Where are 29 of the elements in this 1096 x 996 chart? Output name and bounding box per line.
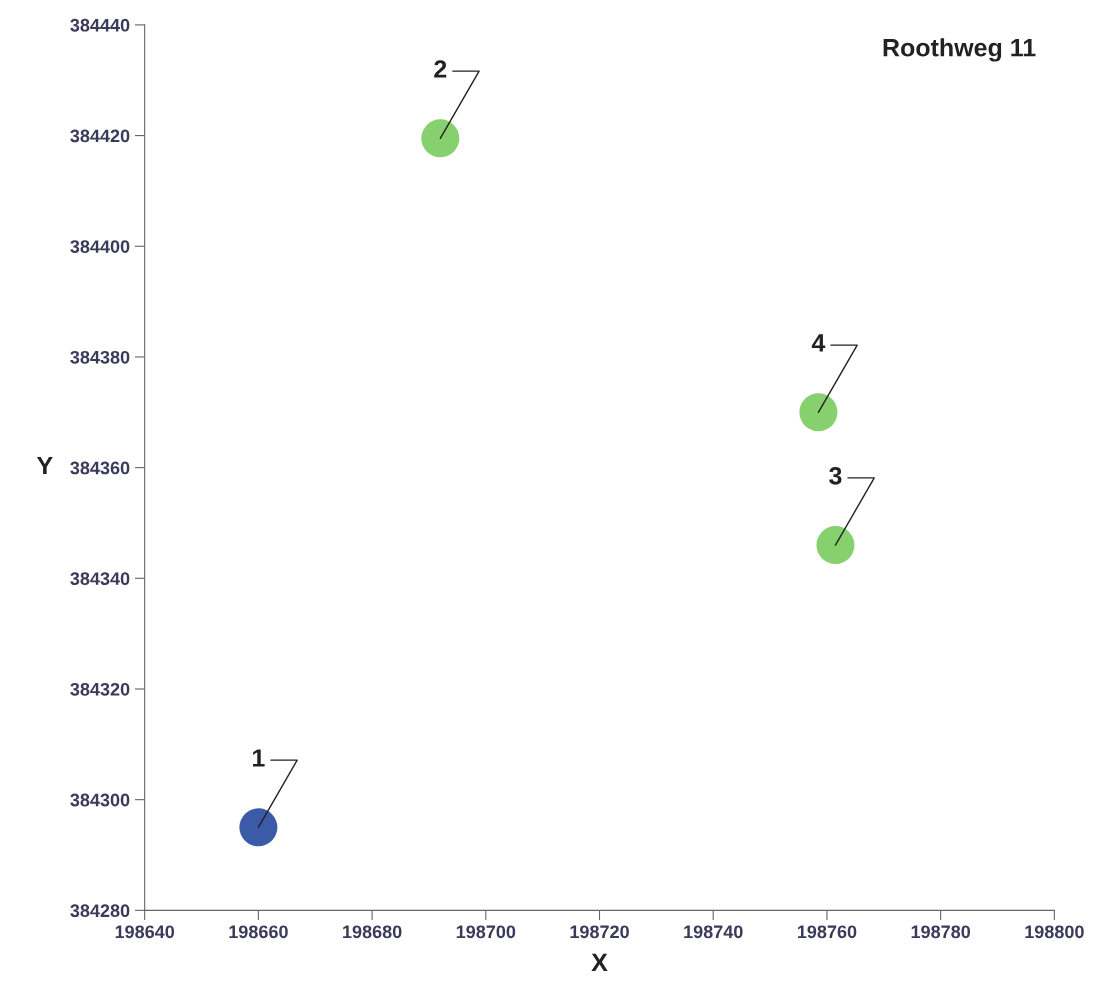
annotation: 4: [811, 334, 826, 352]
y-tick-label: 384340: [70, 572, 130, 586]
x-tick-label: 198640: [115, 925, 175, 939]
point: [239, 808, 278, 847]
y-tick-label: 384420: [70, 129, 130, 143]
point: [421, 119, 460, 158]
x-tick-label: 198800: [1025, 925, 1084, 939]
annotation: 2: [434, 60, 447, 78]
chart-title: Roothweg 11: [883, 38, 1036, 62]
point: [799, 393, 838, 432]
y-tick-label: 384360: [70, 461, 130, 475]
y-tick-label: 384400: [70, 240, 130, 254]
x-tick-label: 198700: [456, 925, 516, 939]
annotation: 1: [253, 749, 265, 767]
x-tick-label: 198680: [343, 925, 402, 939]
x-tick-label: 198740: [684, 925, 743, 939]
y-tick-label: 384440: [70, 18, 130, 32]
y-axis-title: Y: [36, 456, 53, 475]
point: [816, 526, 855, 565]
x-axis-title: X: [591, 953, 608, 971]
y-tick-label: 384300: [70, 793, 130, 807]
y-tick-label: 384280: [70, 904, 130, 918]
x-tick-label: 198760: [797, 925, 857, 939]
x-tick-label: 198660: [229, 925, 288, 939]
x-tick-label: 198780: [911, 925, 971, 939]
y-tick-label: 384320: [70, 682, 130, 696]
annotation: 3: [829, 466, 842, 485]
y-tick-label: 384380: [70, 350, 130, 364]
x-tick-label: 198720: [570, 925, 629, 939]
